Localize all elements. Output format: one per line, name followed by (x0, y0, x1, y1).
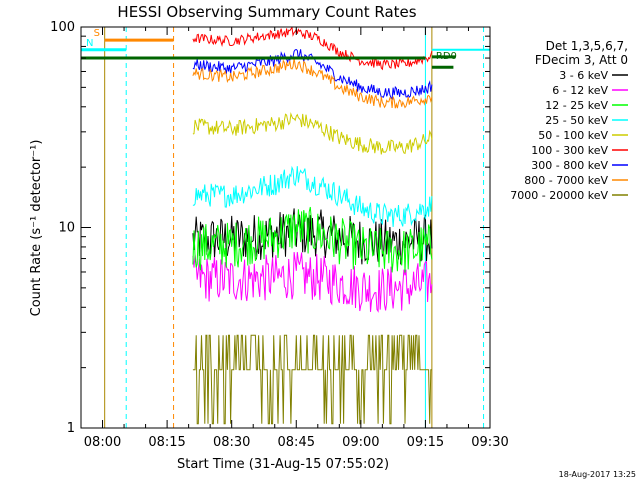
legend-entry-label: 800 - 7000 keV (524, 174, 608, 187)
y-tick-label: 10 (58, 221, 75, 236)
series-line (192, 206, 433, 273)
mode-flag-label: S (94, 28, 100, 39)
legend-header: Det 1,3,5,6,7, (546, 39, 628, 53)
legend-entry-label: 300 - 800 keV (531, 159, 608, 172)
x-axis-label: Start Time (31-Aug-15 07:55:02) (177, 457, 389, 472)
series-line (192, 165, 433, 227)
series-line (192, 208, 433, 265)
y-tick-label: 1 (67, 421, 75, 436)
legend-header: FDecim 3, Att 0 (535, 53, 628, 67)
x-tick-label: 09:30 (471, 435, 508, 450)
mode-flag-label: RD0 (436, 51, 457, 62)
series-line (192, 112, 433, 155)
x-tick-label: 09:15 (407, 435, 444, 450)
legend-entry-label: 50 - 100 keV (538, 129, 608, 142)
series-line (192, 252, 433, 313)
x-tick-label: 08:15 (148, 435, 185, 450)
chart-title: HESSI Observing Summary Count Rates (117, 3, 416, 21)
legend: Det 1,3,5,6,7,FDecim 3, Att 0 3 - 6 keV 6 … (510, 39, 628, 202)
x-tick-label: 09:00 (342, 435, 379, 450)
series-layer (192, 26, 433, 425)
x-tick-label: 08:00 (84, 435, 121, 450)
mode-flag-label: N (86, 38, 93, 49)
legend-entry-label: 100 - 300 keV (531, 144, 608, 157)
legend-entry-label: 12 - 25 keV (545, 99, 608, 112)
footer-timestamp: 18-Aug-2017 13:25 (559, 470, 636, 479)
legend-entry-label: 6 - 12 keV (552, 84, 608, 97)
series-line (192, 334, 432, 425)
y-axis-label: Count Rate (s⁻¹ detector⁻¹) (29, 140, 44, 317)
annotations-layer: SN RD0 (81, 28, 490, 69)
legend-entry-label: 25 - 50 keV (545, 114, 608, 127)
legend-entry-label: 3 - 6 keV (559, 69, 608, 82)
axes-layer: 1 10 100 08:00 08:15 08:30 08:45 09:00 09:15 09:3… (50, 20, 509, 450)
series-line (192, 58, 433, 109)
series-line (192, 26, 433, 71)
x-tick-label: 08:45 (278, 435, 315, 450)
x-tick-label: 08:30 (213, 435, 250, 450)
y-tick-label: 100 (50, 20, 75, 35)
legend-entry-label: 7000 - 20000 keV (510, 189, 608, 202)
